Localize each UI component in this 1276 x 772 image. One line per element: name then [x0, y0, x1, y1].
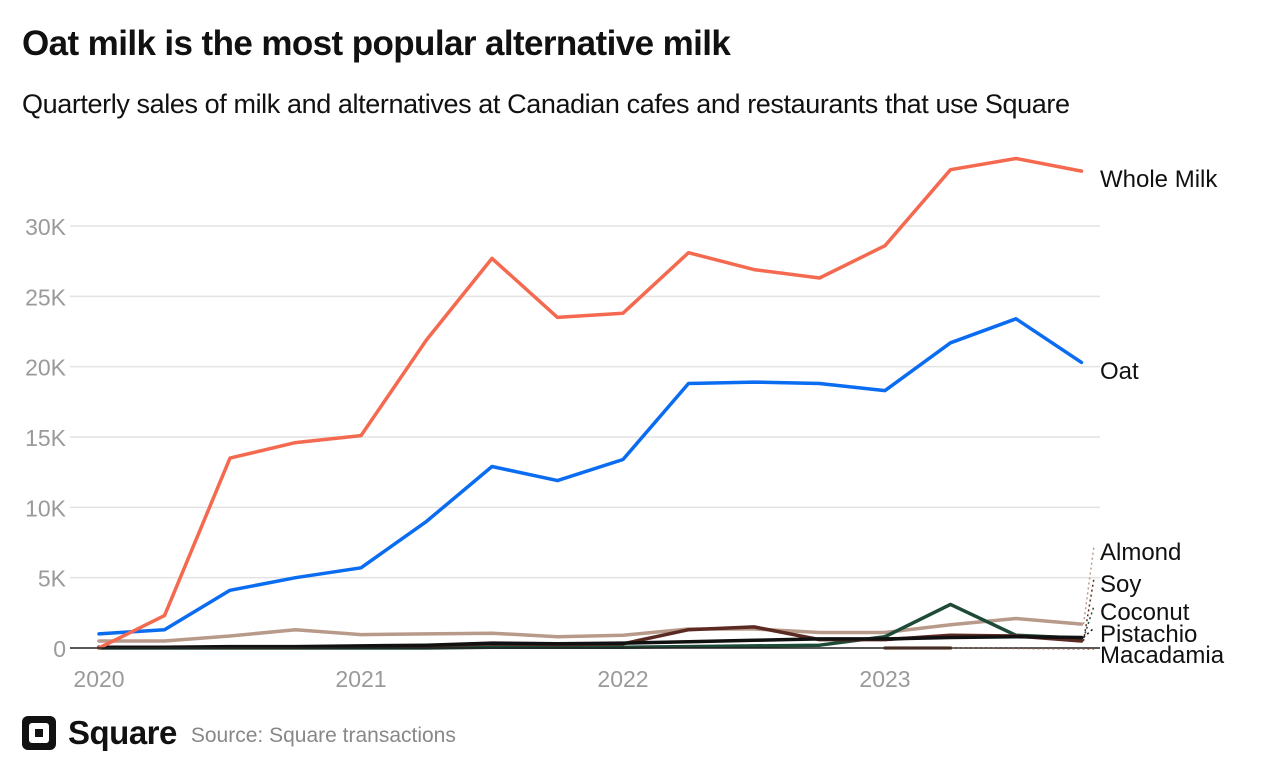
x-tick-label: 2021 — [335, 666, 386, 692]
x-tick-label: 2023 — [859, 666, 910, 692]
label-leader-line — [952, 647, 1095, 650]
series-label-pistachio: Pistachio — [1100, 621, 1197, 648]
series-line-pistachio — [97, 634, 1084, 650]
y-tick-label: 10K — [25, 495, 67, 521]
y-tick-label: 30K — [25, 214, 67, 240]
series-label-almond: Almond — [1100, 539, 1181, 566]
series-label-coconut: Coconut — [1100, 599, 1190, 626]
y-tick-label: 20K — [25, 355, 67, 381]
y-tick-label: 0 — [53, 636, 66, 662]
series-label-oat: Oat — [1100, 358, 1139, 385]
chart-subtitle: Quarterly sales of milk and alternatives… — [22, 89, 1070, 119]
series-line-whole-milk — [97, 156, 1084, 650]
label-leader-line — [1082, 605, 1095, 639]
y-tick-label: 25K — [25, 284, 67, 310]
series-line-almond — [97, 616, 1084, 643]
y-tick-label: 15K — [25, 425, 67, 451]
x-tick-label: 2020 — [73, 666, 124, 692]
label-leader-line — [1082, 627, 1095, 639]
series-label-soy: Soy — [1100, 571, 1141, 598]
x-tick-label: 2022 — [597, 666, 648, 692]
series-label-macadamia: Macadamia — [1100, 642, 1225, 669]
label-leader-line — [1082, 577, 1095, 642]
source-note: Source: Square transactions — [190, 724, 456, 747]
square-logo-icon — [22, 716, 56, 750]
series-line-oat — [97, 317, 1084, 636]
footer: Square Source: Square transactions — [22, 714, 456, 752]
y-tick-label: 5K — [38, 566, 67, 592]
chart-title: Oat milk is the most popular alternative… — [22, 24, 731, 63]
label-leader-line — [1082, 545, 1095, 625]
brand-name: Square — [68, 714, 177, 751]
series-label-whole-milk: Whole Milk — [1100, 166, 1218, 193]
